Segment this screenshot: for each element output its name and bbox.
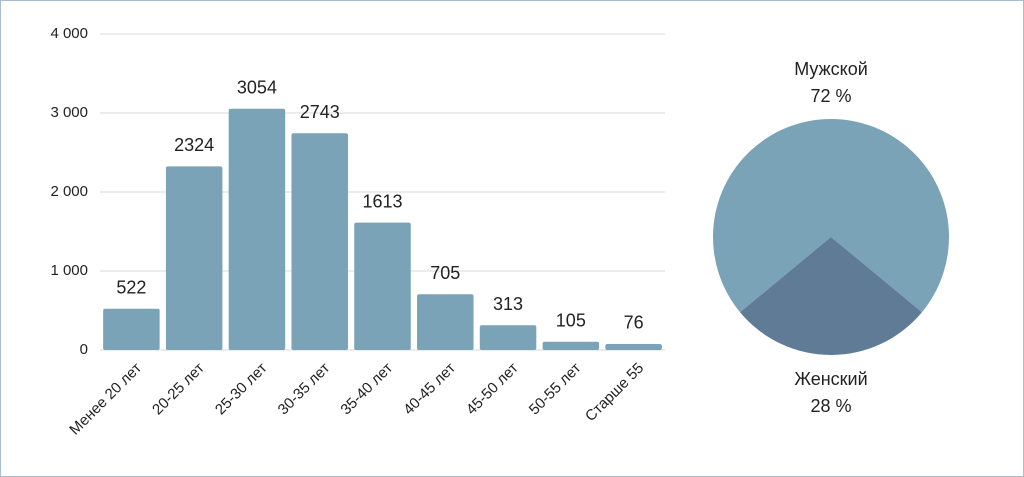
pie-label: Женский: [794, 369, 867, 389]
value-label: 2743: [300, 102, 340, 122]
value-label: 313: [493, 294, 523, 314]
value-label: 3054: [237, 77, 277, 97]
value-label: 76: [624, 313, 644, 333]
value-label: 522: [116, 278, 146, 298]
pie-value-label: 28 %: [810, 396, 851, 416]
value-label: 105: [556, 310, 586, 330]
bar: [291, 133, 348, 350]
bar: [165, 166, 223, 350]
value-label: 1613: [362, 191, 402, 211]
bar: [417, 294, 474, 350]
y-tick-label: 4 000: [50, 25, 88, 42]
pie-slice: [740, 237, 922, 355]
bar: [103, 308, 160, 350]
bar: [605, 343, 662, 350]
pie-slice: [713, 118, 949, 313]
bar: [479, 325, 537, 350]
bar: [228, 108, 286, 350]
y-tick-label: 1 000: [50, 262, 88, 279]
y-tick-label: 2 000: [50, 183, 88, 200]
pie-value-label: 72 %: [810, 86, 851, 106]
y-tick-label: 0: [80, 341, 88, 358]
bar: [542, 341, 600, 350]
pie-label: Мужской: [794, 59, 868, 79]
value-label: 2324: [174, 135, 214, 155]
value-label: 705: [430, 263, 460, 283]
bar: [354, 222, 411, 350]
y-tick-label: 3 000: [50, 104, 88, 121]
